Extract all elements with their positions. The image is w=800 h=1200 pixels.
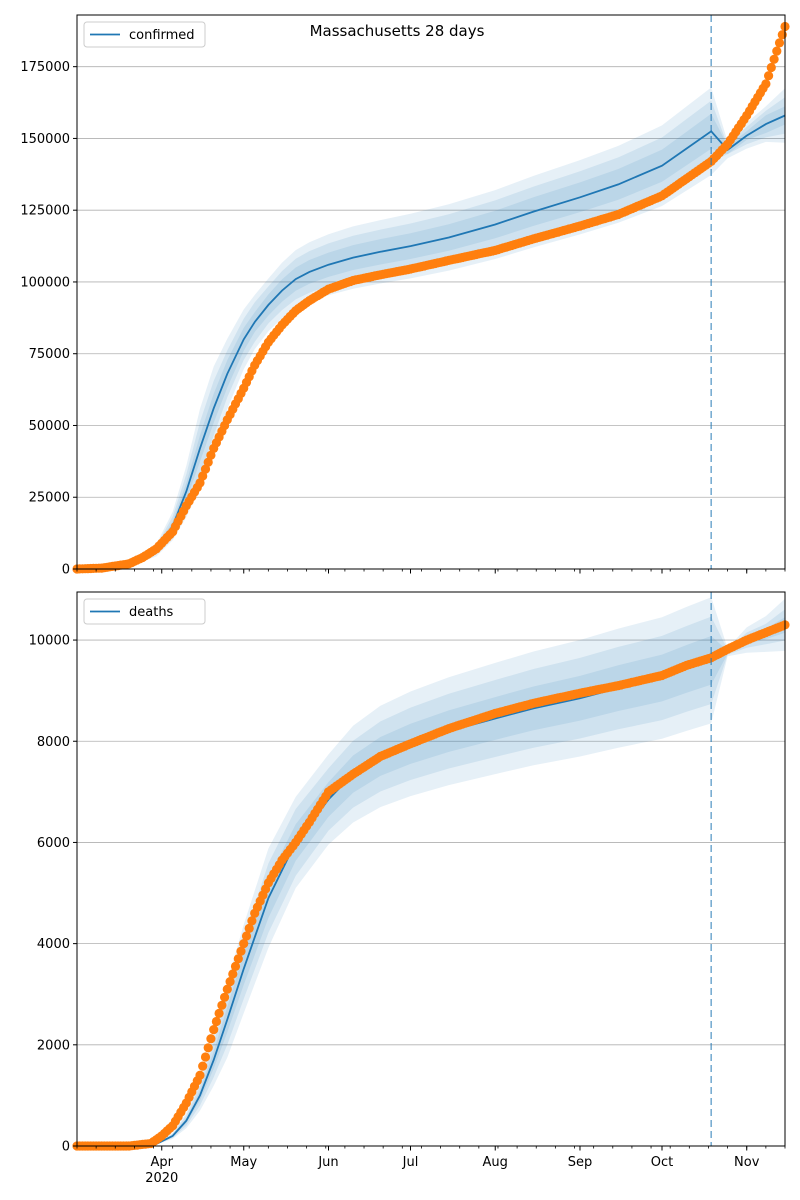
model-line [76,114,786,570]
axes-frame [76,591,786,1147]
observed-point [225,977,235,987]
legend-label: deaths [129,605,174,620]
observed-point [200,1052,211,1062]
y-tick-label: 8000 [37,735,70,750]
observed-point [766,62,776,73]
x-tick-label: Jun [317,1155,338,1170]
y-tick-label: 175000 [20,60,70,75]
legend-label: confirmed [129,28,195,43]
observed-point [200,464,211,474]
observed-point [228,969,238,979]
observed-point [777,30,787,40]
observed-point [241,931,252,941]
axes-frame [76,14,786,570]
observed-point [239,939,249,949]
observed-series [72,21,790,574]
y-tick-label: 10000 [29,634,70,649]
observed-point [206,450,216,460]
x-tick-label: Aug [483,1155,508,1170]
observed-point [244,923,254,934]
uncertainty-band [77,609,785,1146]
observed-point [247,916,257,926]
observed-point [198,1061,208,1071]
y-tick-label: 6000 [37,836,70,851]
y-tick-label: 0 [62,1140,70,1155]
legend: confirmed [83,21,206,48]
y-tick-label: 75000 [29,347,70,362]
observed-point [233,954,243,964]
legend: deaths [83,598,206,625]
x-tick-label: Nov [734,1155,760,1170]
legend-box [83,21,206,48]
observed-point [230,961,241,972]
observed-point [209,1025,219,1035]
y-tick-label: 100000 [20,275,70,290]
uncertainty-band [77,97,785,570]
x-tick-label: Apr 2020 [145,1155,178,1186]
observed-point [772,46,782,56]
observed-point [195,478,205,488]
observed-point [222,984,232,994]
observed-point [220,992,230,1002]
observed-point [236,946,246,956]
legend-box [83,598,206,625]
observed-point [203,1043,213,1053]
confirmed-panel: 0 25000 50000 75000 100000 125000 150000 175000… [20,14,790,578]
y-tick-label: 125000 [20,204,70,219]
y-tick-label: 25000 [29,491,70,506]
observed-point [217,1000,227,1010]
observed-point [195,1070,205,1080]
observed-point [203,457,213,467]
y-tick-label: 0 [62,563,70,578]
observed-point [211,1016,221,1027]
y-tick-label: 2000 [37,1038,70,1053]
x-tick-label: May [230,1155,257,1170]
uncertainty-band [77,617,785,1146]
observed-point [214,1008,224,1019]
chart-title: Massachusetts 28 days [310,22,485,40]
observed-series [72,620,790,1151]
deaths-panel: 0 2000 4000 6000 8000 10000 Apr 2020 May Jun Jul Au… [29,591,790,1186]
y-tick-label: 150000 [20,132,70,147]
observed-point [206,1034,216,1044]
observed-point [769,54,779,64]
y-tick-label: 4000 [37,937,70,952]
x-tick-label: Oct [651,1155,673,1170]
x-tick-label: Sep [568,1155,593,1170]
x-tick-label: Jul [402,1155,419,1170]
observed-point [761,79,771,89]
uncertainty-band [77,87,785,569]
observed-point [198,471,208,481]
observed-point [764,71,774,81]
y-tick-label: 50000 [29,419,70,434]
uncertainty-band [77,597,785,1146]
observed-point [774,38,785,48]
